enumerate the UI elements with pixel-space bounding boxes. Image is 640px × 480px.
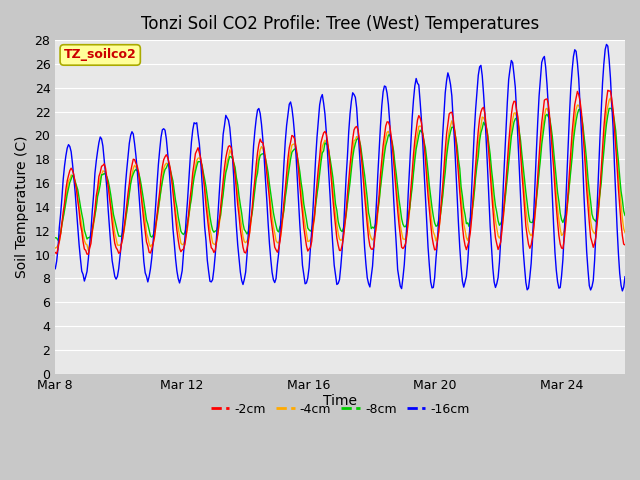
Legend: -2cm, -4cm, -8cm, -16cm: -2cm, -4cm, -8cm, -16cm [205,398,475,421]
Text: TZ_soilco2: TZ_soilco2 [64,48,136,61]
Title: Tonzi Soil CO2 Profile: Tree (West) Temperatures: Tonzi Soil CO2 Profile: Tree (West) Temp… [141,15,540,33]
Y-axis label: Soil Temperature (C): Soil Temperature (C) [15,136,29,278]
X-axis label: Time: Time [323,395,357,408]
